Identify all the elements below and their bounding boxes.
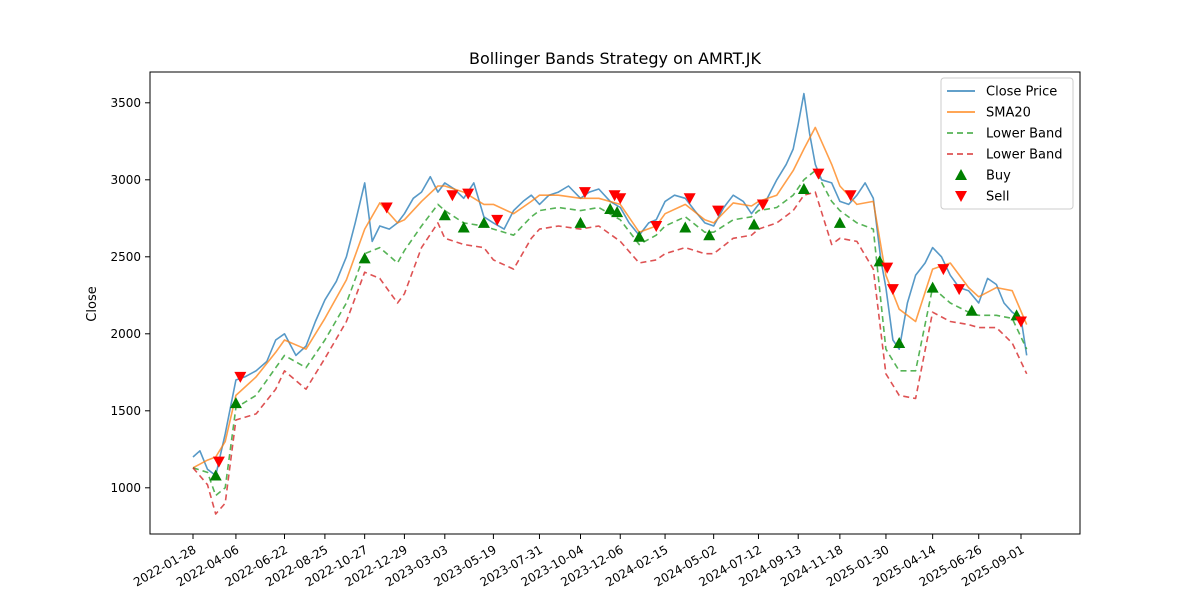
legend: Close Price SMA20 Lower Band Lower Band Buy S… <box>940 77 1074 210</box>
sell-marker <box>812 168 825 180</box>
lower-band-line-2 <box>192 191 1028 515</box>
sell-marker <box>491 214 504 226</box>
buy-marker <box>457 221 470 233</box>
sell-marker <box>886 284 899 296</box>
sell-marker <box>844 190 857 202</box>
sell-marker <box>212 456 225 468</box>
signal-markers <box>209 168 1027 481</box>
y-tick-label: 1500 <box>110 404 141 418</box>
buy-marker <box>229 397 242 409</box>
series-layer <box>192 92 1028 515</box>
y-tick-label: 2500 <box>110 250 141 264</box>
close-price-line <box>192 92 1028 477</box>
buy-marker <box>611 206 624 218</box>
sell-marker <box>937 264 950 276</box>
sell-marker <box>614 193 627 205</box>
buy-marker <box>965 304 978 316</box>
buy-marker <box>679 221 692 233</box>
sell-marker <box>462 188 475 200</box>
legend-buy-swatch <box>955 169 967 180</box>
chart-title: Bollinger Bands Strategy on AMRT.JK <box>469 49 761 68</box>
legend-sell-label: Sell <box>986 190 1009 205</box>
buy-marker <box>833 216 846 228</box>
y-tick-label: 3000 <box>110 173 141 187</box>
legend-sma20-label: SMA20 <box>986 106 1031 121</box>
lower-band-line-1 <box>192 169 1028 497</box>
legend-lower-band-2-label: Lower Band <box>986 148 1062 163</box>
buy-marker <box>893 337 906 349</box>
sell-marker <box>683 193 696 205</box>
legend-sell-swatch <box>955 191 967 202</box>
y-axis-label: Close <box>85 286 100 321</box>
buy-marker <box>574 216 587 228</box>
legend-close-price-label: Close Price <box>986 85 1057 100</box>
sell-marker <box>1015 316 1027 328</box>
y-tick-label: 2000 <box>110 327 141 341</box>
buy-marker <box>926 281 939 293</box>
sell-marker <box>650 221 663 232</box>
buy-marker <box>633 230 646 242</box>
y-tick-label: 3500 <box>110 96 141 110</box>
plot-frame <box>149 71 1081 535</box>
buy-marker <box>209 469 222 481</box>
sell-marker <box>578 187 591 199</box>
buy-marker <box>477 216 490 228</box>
buy-marker <box>797 183 810 195</box>
sell-marker <box>756 199 769 211</box>
buy-marker <box>358 252 371 264</box>
sell-marker <box>953 284 966 296</box>
sma20-line <box>192 126 1028 469</box>
buy-marker <box>438 209 451 221</box>
legend-buy-label: Buy <box>986 169 1011 184</box>
buy-marker <box>748 218 761 230</box>
buy-marker <box>703 229 716 241</box>
axes: 1000150020002500300035002022-01-282022-0… <box>110 71 1081 589</box>
buy-marker <box>604 203 617 215</box>
legend-lower-band-1-label: Lower Band <box>986 127 1062 142</box>
sell-marker <box>380 202 393 214</box>
y-tick-label: 1000 <box>110 481 141 495</box>
sell-marker <box>446 190 459 202</box>
sell-marker <box>608 190 621 202</box>
sell-marker <box>881 262 894 274</box>
sell-marker <box>712 205 725 217</box>
legend-box <box>940 77 1074 210</box>
sell-marker <box>234 371 247 383</box>
